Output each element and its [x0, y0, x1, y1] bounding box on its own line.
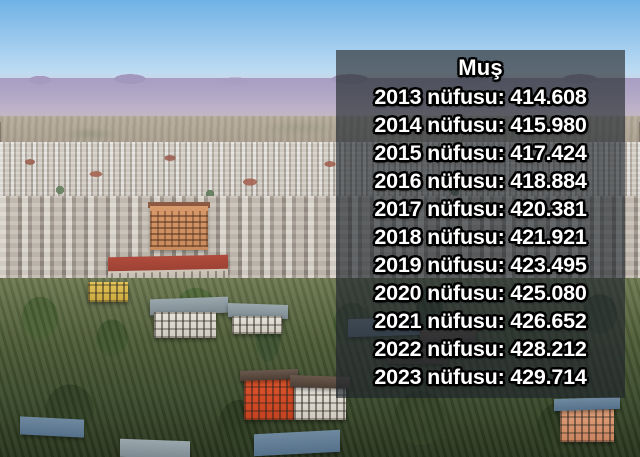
population-row: 2013 nüfusu: 414.608: [374, 85, 587, 109]
window-grid: [560, 408, 614, 442]
foreground-hillside: [0, 278, 640, 457]
window-grid: [244, 378, 294, 420]
population-row: 2017 nüfusu: 420.381: [374, 197, 587, 221]
population-row: 2020 nüfusu: 425.080: [374, 281, 587, 305]
window-grid: [232, 316, 282, 334]
population-row: 2015 nüfusu: 417.424: [374, 141, 587, 165]
house-white-facade-b: [232, 316, 282, 334]
city-title: Muş: [458, 55, 503, 80]
house-yellow-upper: [88, 282, 128, 302]
population-row: 2014 nüfusu: 415.980: [374, 113, 587, 137]
window-grid: [154, 312, 216, 338]
population-row-list: 2013 nüfusu: 414.608 2014 nüfusu: 415.980…: [374, 83, 587, 391]
house-blue-roof-bottom-left: [20, 416, 84, 438]
house-gray-roof-bottom: [120, 438, 190, 457]
tan-apartment-tower: [150, 206, 208, 250]
population-row: 2022 nüfusu: 428.212: [374, 337, 587, 361]
population-row: 2016 nüfusu: 418.884: [374, 169, 587, 193]
house-peach-roof: [554, 396, 620, 412]
house-blue-roof-bottom-center: [254, 429, 340, 457]
house-orange-foreground: [244, 378, 294, 420]
window-grid: [88, 282, 128, 302]
population-row: 2023 nüfusu: 429.714: [374, 365, 587, 389]
tan-apartment-roof: [148, 202, 210, 208]
population-info-overlay: Muş 2013 nüfusu: 414.608 2014 nüfusu: 415…: [336, 50, 625, 398]
house-peach-bottom-right: [560, 408, 614, 442]
house-white-facade-large: [154, 312, 216, 338]
population-row: 2019 nüfusu: 423.495: [374, 253, 587, 277]
house-white-foreground: [294, 386, 346, 420]
population-row: 2018 nüfusu: 421.921: [374, 225, 587, 249]
population-row: 2021 nüfusu: 426.652: [374, 309, 587, 333]
